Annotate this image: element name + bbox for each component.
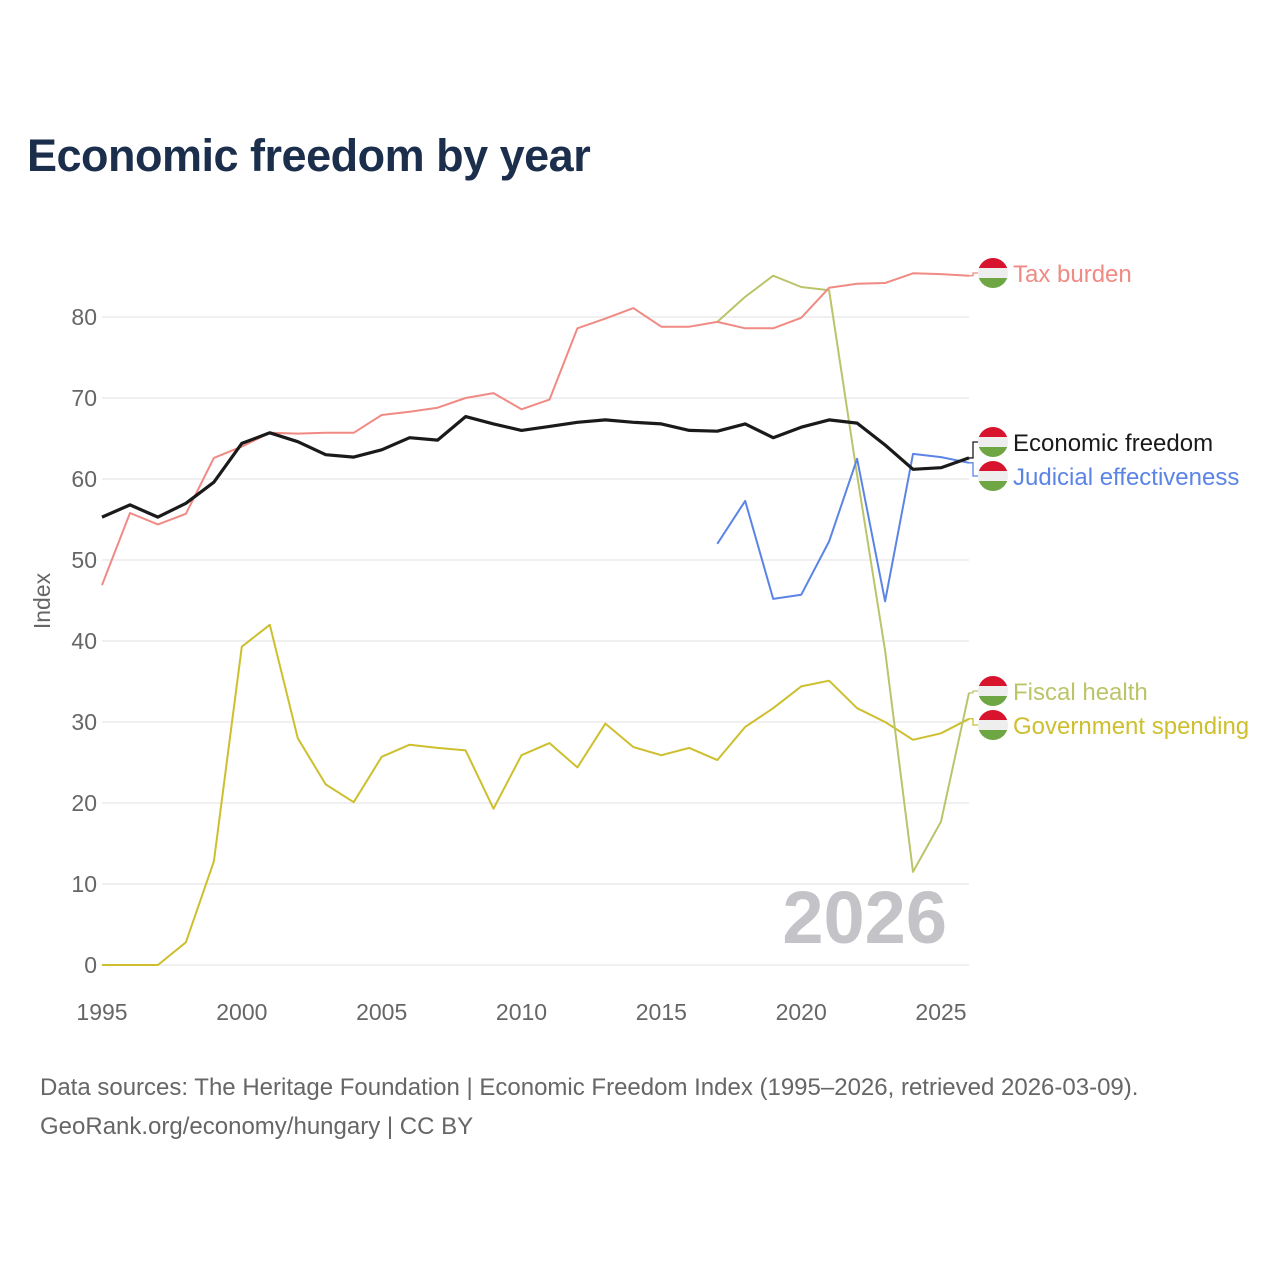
- series-lines: [101, 272, 970, 966]
- flag-stripe-green: [978, 447, 1008, 457]
- label-connector: [969, 462, 978, 477]
- series-line-tax-burden: [101, 272, 970, 586]
- label-connector: [969, 272, 978, 277]
- y-tick-label: 0: [84, 952, 97, 978]
- flag-stripe-green: [978, 481, 1008, 491]
- y-tick-label: 50: [71, 547, 97, 573]
- x-tick-label: 2015: [636, 999, 687, 1025]
- source-link[interactable]: GeoRank.org/economy/hungary | CC BY: [40, 1113, 474, 1140]
- hungary-flag-icon: [978, 461, 1008, 491]
- flag-stripe-red: [978, 676, 1008, 686]
- flag-stripe-white: [978, 437, 1008, 447]
- y-tick-label: 80: [71, 304, 97, 330]
- series-line-economic-freedom: [101, 415, 970, 519]
- series-label: Fiscal health: [1013, 679, 1148, 706]
- flag-stripe-white: [978, 720, 1008, 730]
- flag-stripe-green: [978, 696, 1008, 706]
- hungary-flag-icon: [978, 676, 1008, 706]
- y-tick-label: 10: [71, 871, 97, 897]
- label-connector: [969, 718, 978, 726]
- source-line-1: Data sources: The Heritage Foundation | …: [40, 1074, 1139, 1101]
- grid-lines: [102, 316, 969, 966]
- y-axis-ticks: 0 10 20 30 40 50 60 70 80: [71, 304, 97, 978]
- y-tick-label: 20: [71, 790, 97, 816]
- hungary-flag-icon: [978, 258, 1008, 288]
- x-tick-label: 2005: [356, 999, 407, 1025]
- label-connector: [969, 441, 978, 459]
- label-connector: [969, 690, 978, 694]
- hungary-flag-icon: [978, 710, 1008, 740]
- x-tick-label: 2000: [216, 999, 267, 1025]
- y-tick-label: 30: [71, 709, 97, 735]
- flag-stripe-green: [978, 730, 1008, 740]
- x-axis-ticks: 1995 2000 2005 2010 2015 2020 2025: [76, 999, 966, 1025]
- series-label: Tax burden: [1013, 261, 1132, 288]
- flag-stripe-red: [978, 461, 1008, 471]
- flag-stripe-green: [978, 278, 1008, 288]
- x-tick-label: 2010: [496, 999, 547, 1025]
- series-line-fiscal-health: [716, 274, 970, 873]
- series-label: Government spending: [1013, 713, 1249, 740]
- line-chart: 0 10 20 30 40 50 60 70 80 1995 2000 2005 2010 2015 20…: [29, 258, 1249, 1025]
- flag-stripe-white: [978, 686, 1008, 696]
- flag-stripe-white: [978, 471, 1008, 481]
- series-line-judicial-effectiveness: [716, 452, 970, 603]
- x-tick-label: 2025: [915, 999, 966, 1025]
- chart-title: Economic freedom by year: [27, 130, 591, 181]
- year-watermark: 2026: [782, 876, 947, 959]
- y-tick-label: 60: [71, 466, 97, 492]
- y-tick-label: 70: [71, 385, 97, 411]
- flag-stripe-red: [978, 258, 1008, 268]
- flag-stripe-red: [978, 427, 1008, 437]
- x-tick-label: 1995: [76, 999, 127, 1025]
- y-tick-label: 40: [71, 628, 97, 654]
- flag-stripe-red: [978, 710, 1008, 720]
- flag-stripe-white: [978, 268, 1008, 278]
- source-note: Data sources: The Heritage Foundation | …: [40, 1068, 1138, 1146]
- series-label: Economic freedom: [1013, 430, 1213, 457]
- hungary-flag-icon: [978, 427, 1008, 457]
- series-labels: Tax burden Economic freedom Judicial effec…: [969, 258, 1249, 740]
- y-axis-label: Index: [29, 572, 55, 629]
- series-label: Judicial effectiveness: [1013, 464, 1239, 491]
- x-tick-label: 2020: [776, 999, 827, 1025]
- series-line-government-spending: [102, 623, 970, 966]
